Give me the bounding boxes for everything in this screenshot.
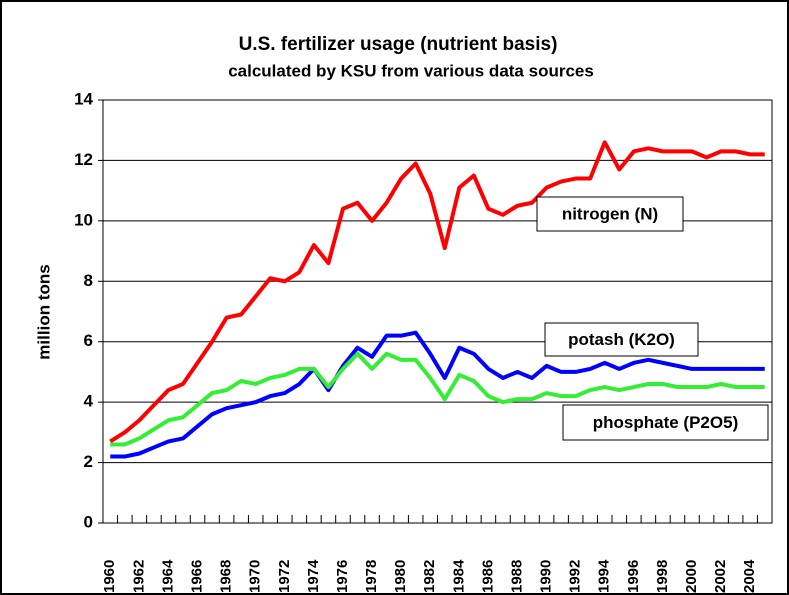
y-tick-label: 12 bbox=[74, 150, 93, 169]
chart-subtitle: calculated by KSU from various data sour… bbox=[228, 61, 594, 80]
x-tick-label: 1982 bbox=[421, 560, 438, 593]
series-line bbox=[109, 140, 765, 444]
legend-label: nitrogen (N) bbox=[562, 204, 658, 223]
x-tick-label: 2004 bbox=[741, 559, 758, 593]
x-tick-label: 1984 bbox=[450, 559, 467, 593]
y-tick-label: 2 bbox=[84, 452, 93, 471]
y-tick-label: 14 bbox=[74, 89, 93, 108]
legend-label: potash (K2O) bbox=[568, 330, 675, 349]
legend-box bbox=[562, 404, 769, 441]
series-line bbox=[110, 330, 765, 459]
x-tick-label: 1980 bbox=[392, 560, 409, 593]
x-tick-label: 1974 bbox=[305, 559, 322, 593]
y-tick-label: 0 bbox=[84, 512, 93, 531]
x-tick-label: 1998 bbox=[654, 560, 671, 593]
y-tick-label: 6 bbox=[84, 331, 93, 350]
x-tick-label: 1962 bbox=[130, 560, 147, 593]
x-tick-label: 1970 bbox=[247, 560, 264, 593]
plot-area bbox=[102, 99, 773, 524]
y-tick-label: 4 bbox=[84, 392, 94, 411]
y-tick-label: 10 bbox=[74, 210, 93, 229]
x-tick-label: 1986 bbox=[479, 560, 496, 593]
x-tick-label: 1976 bbox=[334, 560, 351, 593]
y-tick-label: 8 bbox=[84, 271, 93, 290]
x-tick-label: 1988 bbox=[508, 560, 525, 593]
x-tick-label: 1978 bbox=[363, 560, 380, 593]
x-tick-label: 1994 bbox=[596, 559, 613, 593]
x-tick-label: 1968 bbox=[218, 560, 235, 593]
legend-box bbox=[544, 322, 699, 357]
series-line bbox=[110, 351, 765, 447]
y-axis-label: million tons bbox=[34, 264, 53, 359]
x-tick-label: 1972 bbox=[276, 560, 293, 593]
x-tick-label: 2000 bbox=[683, 560, 700, 593]
x-tick-label: 1996 bbox=[625, 560, 642, 593]
legend-box bbox=[536, 196, 684, 232]
x-tick-label: 1960 bbox=[101, 560, 118, 593]
x-tick-label: 1990 bbox=[538, 560, 555, 593]
x-tick-label: 2002 bbox=[712, 560, 729, 593]
x-tick-label: 1966 bbox=[189, 560, 206, 593]
x-tick-label: 1964 bbox=[159, 559, 176, 593]
x-tick-label: 1992 bbox=[567, 560, 584, 593]
chart-title: U.S. fertilizer usage (nutrient basis) bbox=[239, 34, 558, 55]
legend-label: phosphate (P2O5) bbox=[593, 413, 738, 432]
